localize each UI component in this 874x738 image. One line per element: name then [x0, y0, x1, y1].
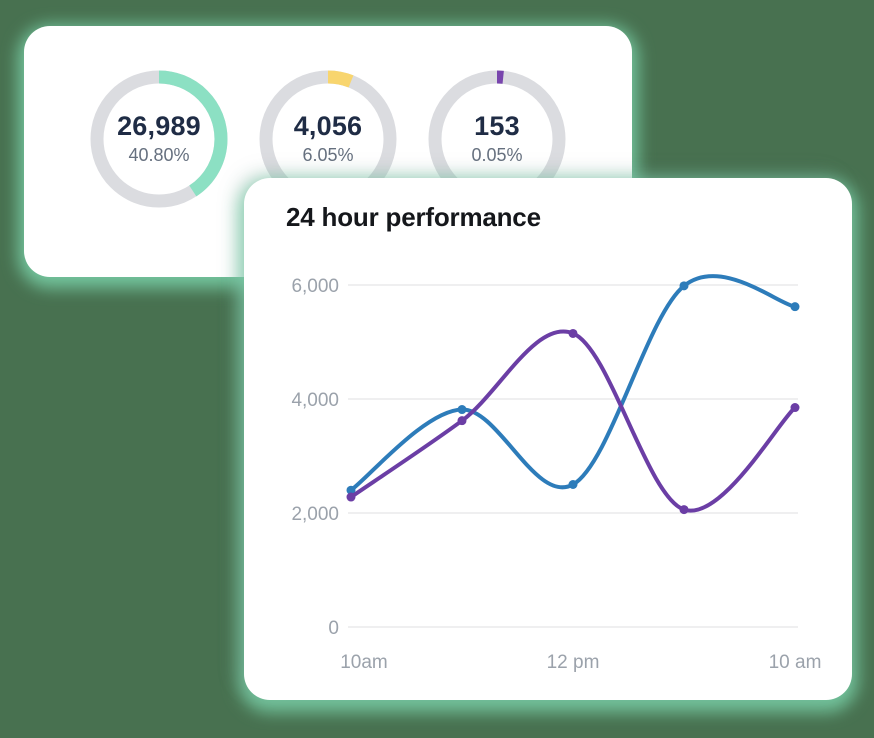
x-axis-tick-label: 12 pm — [547, 652, 600, 673]
donut-ring-sessions: 26,989 40.80% — [90, 70, 228, 208]
donut-arc — [90, 70, 228, 208]
stat-value: 4,056 — [293, 111, 363, 142]
x-axis-tick-label: 10am — [340, 652, 388, 673]
blue-series-data-point — [790, 302, 800, 312]
y-axis-tick-label: 4,000 — [291, 390, 339, 411]
blue-series-data-point — [679, 281, 689, 291]
blue-series-line — [349, 274, 797, 493]
purple-series-line — [349, 329, 797, 513]
donut-center: 26,989 40.80% — [90, 70, 228, 208]
performance-chart: 0 2,000 4,000 6,000 10am 12 pm 10 am — [291, 274, 822, 673]
donut-center: 153 0.05% — [428, 70, 566, 208]
performance-card: 24 hour performance 0 2,000 4,000 6,000 10am… — [244, 178, 852, 700]
performance-card-title: 24 hour performance — [286, 202, 541, 232]
y-axis-tick-label: 0 — [328, 618, 339, 639]
y-axis-tick-label: 6,000 — [291, 276, 339, 297]
purple-series-data-point — [457, 416, 467, 426]
purple-series-data-point — [790, 403, 800, 413]
blue-series-data-point — [457, 405, 467, 415]
purple-series-data-point — [679, 505, 689, 515]
donut-arc — [259, 70, 397, 208]
x-axis-tick-label: 10 am — [769, 652, 822, 673]
blue-series-data-point — [346, 485, 356, 495]
blue-series-data-point — [568, 480, 578, 489]
donut-rings-row: 26,989 40.80% 4,056 6.05% — [24, 70, 632, 208]
donut-arc — [428, 70, 566, 208]
purple-series-data-point — [346, 492, 356, 502]
stat-value: 153 — [474, 111, 520, 142]
donut-center: 4,056 6.05% — [259, 70, 397, 208]
stat-percent: 0.05% — [471, 144, 523, 165]
stat-value: 26,989 — [117, 111, 201, 142]
stat-percent: 40.80% — [128, 144, 190, 165]
purple-series-data-point — [568, 328, 578, 338]
y-axis-tick-label: 2,000 — [291, 504, 339, 525]
stat-percent: 6.05% — [302, 144, 354, 165]
donut-ring-chart — [90, 70, 228, 208]
donut-ring-right: 153 0.05% — [428, 70, 566, 208]
